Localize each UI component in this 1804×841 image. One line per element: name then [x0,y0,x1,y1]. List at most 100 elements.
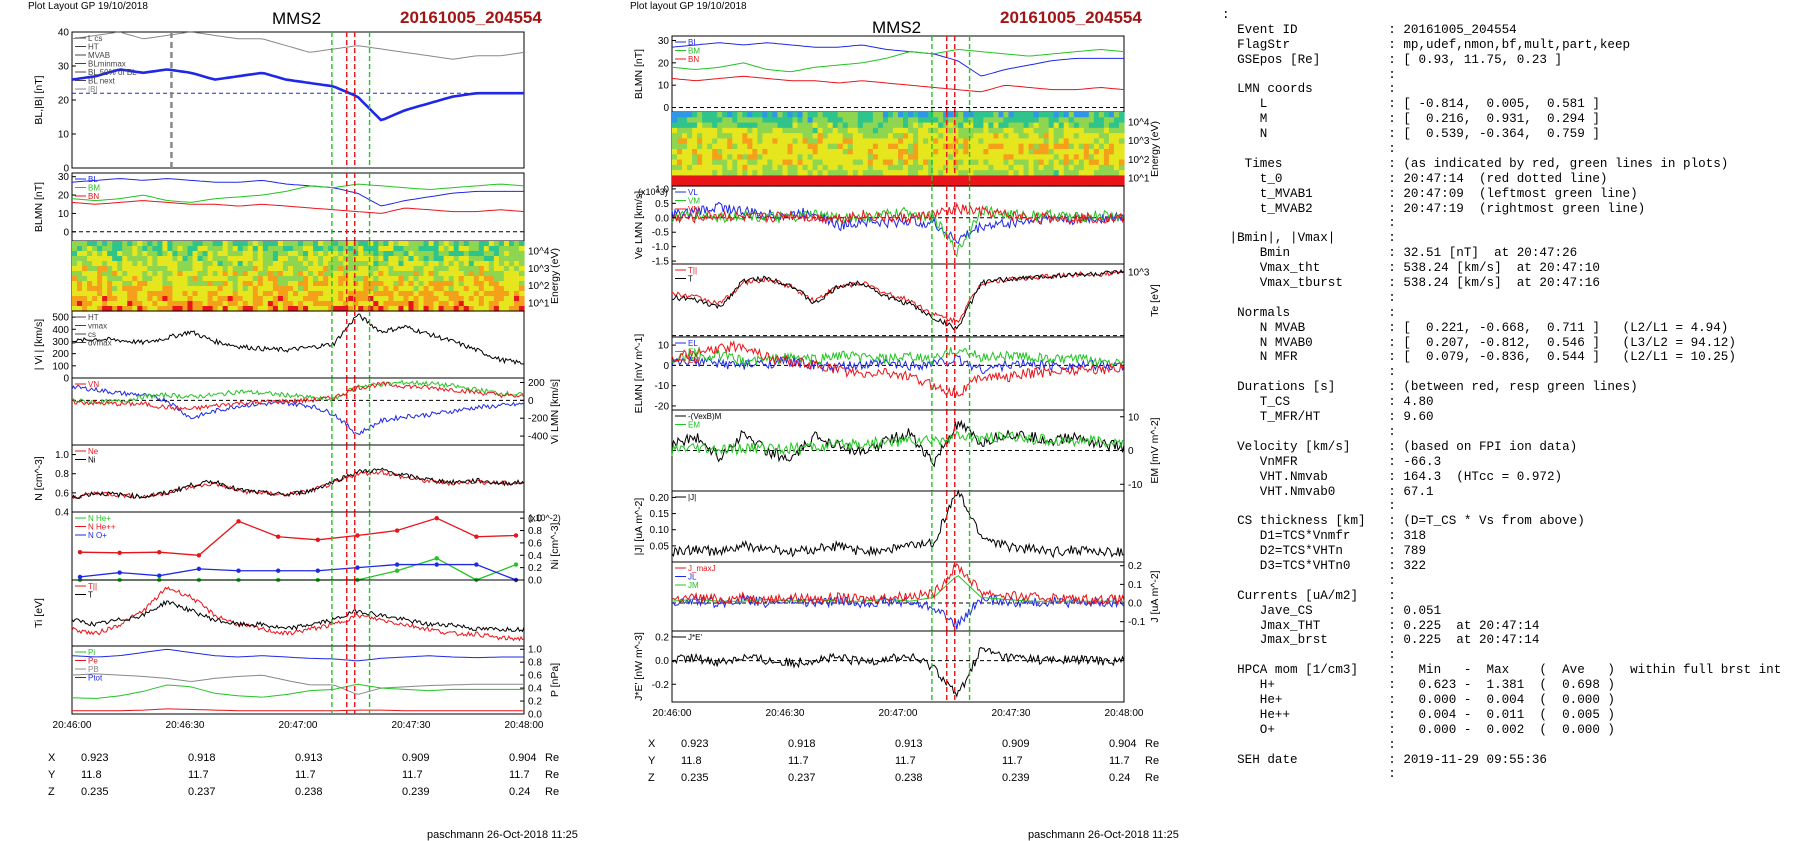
spectrogram-cell [1008,159,1015,166]
spectrogram-cell [303,261,309,267]
spectrogram-cell [82,296,88,302]
spectrogram-cell [963,170,969,177]
y-tick-label: 20 [658,58,670,69]
spectrogram-cell [1068,127,1075,134]
spectrogram-cell [1113,133,1120,140]
y-tick-label: 0.2 [655,632,669,643]
spectrogram-cell [827,149,834,155]
legend-entry: BLminmax [88,60,126,69]
spectrogram-cell [338,271,344,277]
spectrogram-cell [458,251,465,257]
spectrogram-cell [197,251,204,257]
spectrogram-cell [463,296,470,302]
spectrogram-cell [782,154,789,161]
spectrogram-cell [137,241,143,247]
spectrogram-cell [513,246,520,252]
spectrogram-cell [513,296,520,302]
spectrogram-cell [503,246,510,252]
spectrogram-cell [262,266,269,272]
spectrogram-cell [1108,180,1115,187]
spectrogram-cell [338,276,344,282]
spectrogram-cell [87,256,93,262]
spectrogram-cell [963,127,969,134]
spectrogram-cell [212,266,219,272]
spectrogram-cell [272,291,279,297]
spectrogram-cell [973,122,979,129]
spectrogram-cell [308,256,314,262]
spectrogram-cell [107,281,113,287]
spectrogram-cell [473,271,480,277]
spectrogram-cell [202,276,209,282]
spectrogram-cell [797,138,804,145]
spectrogram-cell [453,281,460,287]
spectrogram-cell [313,271,319,277]
spectrogram-cell [1068,180,1075,187]
spectrogram-cell [87,291,93,297]
spectrogram-cell [892,175,899,182]
spectrogram-cell [72,256,78,262]
spectrogram-cell [72,246,78,252]
spectrogram-cell [323,266,329,272]
spectrogram-cell [732,112,738,118]
spectrogram-cell [687,175,693,182]
spectrogram-cell [1118,159,1125,166]
spectrogram-cell [762,143,769,150]
spectrogram-cell [963,122,969,129]
spectrogram-cell [898,117,904,124]
spectrogram-cell [963,175,969,182]
spectrogram-cell [787,159,794,166]
spectrogram-cell [1113,117,1120,124]
spectrogram-cell [358,256,364,262]
spectrogram-cell [187,291,194,297]
spectrogram-cell [782,122,789,129]
spectrogram-cell [418,276,425,282]
spectrogram-cell [77,251,83,257]
spectrogram-cell [458,241,465,247]
spectrogram-cell [1108,117,1115,124]
spectrogram-cell [1023,117,1030,124]
spectrogram-cell [483,256,490,262]
spectrogram-cell [777,112,784,118]
spectrogram-cell [508,246,515,252]
spectrogram-cell [1088,133,1095,140]
spectrogram-cell [908,154,914,161]
spectrogram-cell [847,127,854,134]
spectrogram-cell [222,281,229,287]
spectrogram-cell [1058,112,1065,118]
spectrogram-cell [1088,164,1095,171]
spectrogram-cell [373,306,379,312]
spectrogram-cell [1073,180,1080,187]
spectrogram-cell [483,301,490,307]
spectrogram-cell [968,170,974,177]
spectrogram-cell [343,271,349,277]
spectrogram-cell [852,154,859,161]
spectrogram-cell [1033,159,1040,166]
spectrogram-cell [817,122,824,129]
spectrogram-cell [313,291,319,297]
spectrogram-cell [503,296,510,302]
spectrogram-cell [877,180,884,187]
spectrogram-cell [842,143,849,150]
spectrogram-cell [358,276,364,282]
spectrogram-cell [762,112,769,118]
spectrogram-cell [1088,175,1095,182]
spectrogram-cell [963,138,969,145]
spectrogram-cell [862,143,869,150]
spectrogram-cell [908,159,914,166]
spectrogram-cell [978,138,984,145]
spectrogram-cell [433,306,440,312]
spectrogram-cell [857,117,864,124]
y-tick-label: 0 [663,103,669,114]
info-line: : [1222,573,1396,588]
spectrogram-cell [682,180,688,187]
spectrogram-cell [983,170,989,177]
spectrogram-cell [318,261,324,267]
spectrogram-cell [222,306,229,312]
spectrogram-cell [137,301,143,307]
spectrogram-cell [767,154,774,161]
spectrogram-cell [732,154,738,161]
spectrogram-cell [812,122,819,129]
spectrogram-cell [493,276,500,282]
spectrogram-cell [1018,149,1025,155]
spectrogram-cell [772,159,779,166]
